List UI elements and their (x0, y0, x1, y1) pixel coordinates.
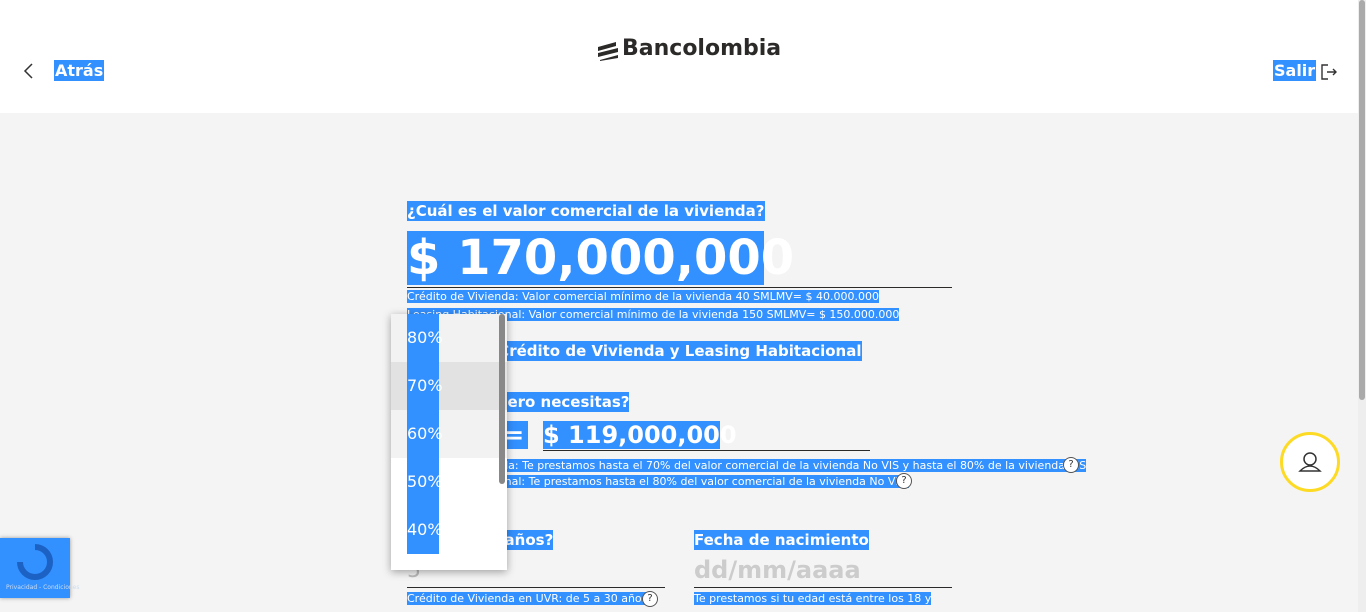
scrollbar[interactable] (1358, 0, 1366, 612)
option-text: 70% (407, 362, 443, 410)
back-link[interactable]: Atrás (54, 60, 105, 81)
dropdown-option[interactable]: 50% (391, 458, 507, 506)
exit-icon[interactable] (1320, 63, 1338, 81)
help-icon[interactable]: ? (896, 473, 912, 489)
option-text: 80% (407, 314, 443, 362)
dropdown-option[interactable]: 70% (391, 362, 507, 410)
header: Atrás Bancolombia Salir (0, 0, 1358, 113)
loan-value: $ 119,000,000 (543, 421, 737, 449)
option-text: 50% (407, 458, 443, 506)
birth-input[interactable]: dd/mm/aaaa (694, 556, 861, 584)
help-icon[interactable]: ? (642, 591, 658, 607)
dropdown-option[interactable]: 80% (391, 314, 507, 362)
dropdown-scrollbar[interactable] (499, 314, 505, 484)
input-underline (694, 587, 952, 588)
property-note: Leasing Habitacional: Valor comercial mí… (407, 308, 900, 321)
simulator-title: Simulador Crédito de Vivienda y Leasing … (407, 341, 862, 361)
dropdown[interactable]: 80% 70% 60% 50% 40% (391, 314, 507, 570)
loan-note: Leasing Habitacional: Te prestamos hasta… (407, 475, 910, 488)
option-text: 60% (407, 410, 443, 458)
birth-label: Fecha de nacimiento (694, 530, 869, 550)
years-note: Crédito de Vivienda en UVR: de 5 a 30 añ… (407, 592, 648, 605)
property-note: Crédito de Vivienda: Valor comercial mín… (407, 290, 879, 303)
input-underline (407, 587, 665, 588)
dropdown-option[interactable]: 60% (391, 410, 507, 458)
back-icon[interactable] (22, 62, 36, 80)
property-question: ¿Cuál es el valor comercial de la vivien… (407, 201, 765, 221)
option-text: 40% (407, 506, 443, 554)
logo-text: Bancolombia (622, 36, 782, 61)
recaptcha-text[interactable]: Privacidad - Condiciones (6, 584, 80, 591)
logo-icon (598, 42, 618, 61)
recaptcha-logo (17, 544, 53, 580)
property-value[interactable]: $ 170,000,000 (407, 230, 795, 286)
exit-link[interactable]: Salir (1273, 60, 1317, 81)
recaptcha-badge[interactable]: Privacidad - Condiciones (0, 538, 80, 598)
birth-note: Te prestamos si tu edad está entre los 1… (694, 592, 932, 605)
help-button[interactable] (1280, 432, 1340, 492)
input-underline (407, 287, 952, 288)
support-icon (1298, 452, 1322, 472)
input-underline (543, 450, 870, 451)
dropdown-option[interactable]: 40% (391, 506, 507, 554)
loan-note: Crédito de Vivienda: Te prestamos hasta … (407, 459, 1087, 472)
help-icon[interactable]: ? (1063, 457, 1079, 473)
